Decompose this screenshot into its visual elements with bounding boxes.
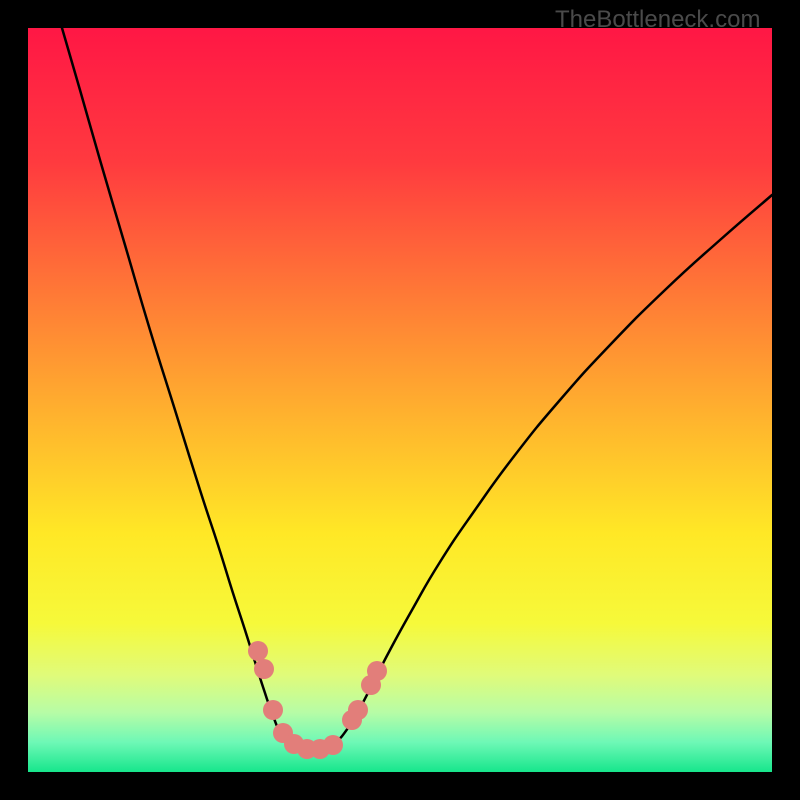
marker-dot <box>248 641 268 661</box>
marker-dot <box>263 700 283 720</box>
chart-svg <box>0 0 800 800</box>
marker-dot <box>348 700 368 720</box>
frame-bottom <box>0 772 800 800</box>
marker-dot <box>254 659 274 679</box>
gradient-background <box>28 28 772 772</box>
chart-plot-area <box>28 28 772 772</box>
frame-right <box>772 0 800 800</box>
marker-dot <box>367 661 387 681</box>
marker-dot <box>323 735 343 755</box>
frame-left <box>0 0 28 800</box>
watermark: TheBottleneck.com <box>555 6 760 34</box>
